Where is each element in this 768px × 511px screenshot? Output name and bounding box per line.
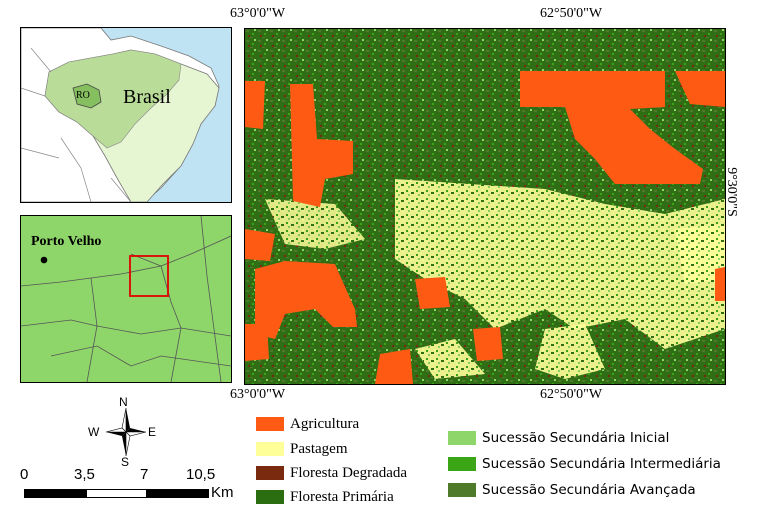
scale-unit: Km xyxy=(211,484,234,501)
legend-label: Sucessão Secundária Inicial xyxy=(482,430,670,446)
legend-swatch xyxy=(256,490,284,504)
inset-south-america: RO Brasil xyxy=(20,27,232,203)
country-label-brasil: Brasil xyxy=(123,86,171,108)
legend-label: Floresta Primária xyxy=(290,488,394,505)
compass-north: N xyxy=(119,395,128,409)
legend-label: Floresta Degradada xyxy=(290,464,408,481)
coord-top-left: 63°0'0"W xyxy=(230,6,286,21)
legend-item-sucessao-avancada: Sucessão Secundária Avançada xyxy=(448,481,696,499)
coord-top-right: 62°50'0"W xyxy=(540,6,603,21)
scale-tick-0: 0 xyxy=(20,466,29,483)
north-arrow xyxy=(105,407,147,457)
legend-item-floresta-primaria: Floresta Primária xyxy=(256,488,394,506)
city-marker xyxy=(40,256,48,264)
compass-east: E xyxy=(148,425,157,439)
region-map xyxy=(21,216,231,382)
scale-tick-3: 10,5 xyxy=(186,466,216,483)
legend-label: Sucessão Secundária Avançada xyxy=(482,482,696,498)
legend-label: Agricultura xyxy=(290,415,360,432)
legend-item-sucessao-inicial: Sucessão Secundária Inicial xyxy=(448,429,669,447)
legend-item-agricultura: Agricultura xyxy=(256,415,359,433)
legend-swatch xyxy=(256,417,284,431)
scale-bar xyxy=(24,489,209,498)
legend-swatch xyxy=(448,483,476,497)
land-cover-map xyxy=(244,28,726,385)
south-america-map xyxy=(21,28,220,202)
legend-item-pastagem: Pastagem xyxy=(256,440,348,458)
compass-south: S xyxy=(121,455,130,469)
scale-tick-2: 7 xyxy=(140,466,149,483)
legend-swatch xyxy=(256,442,284,456)
coord-bottom-right: 62°50'0"W xyxy=(540,387,603,402)
legend-item-floresta-degradada: Floresta Degradada xyxy=(256,464,407,482)
land-cover-raster xyxy=(245,29,725,384)
inset-porto-velho: Porto Velho xyxy=(20,215,232,383)
state-label-ro: RO xyxy=(76,90,90,101)
compass-west: W xyxy=(88,425,100,439)
coord-bottom-left: 63°0'0"W xyxy=(230,387,286,402)
study-area-box xyxy=(129,255,169,297)
legend-swatch xyxy=(448,457,476,471)
legend-label: Pastagem xyxy=(290,440,348,457)
legend-item-sucessao-intermediaria: Sucessão Secundária Intermediária xyxy=(448,455,721,473)
legend-swatch xyxy=(448,431,476,445)
scale-tick-1: 3,5 xyxy=(74,466,95,483)
legend-swatch xyxy=(256,466,284,480)
city-label-porto-velho: Porto Velho xyxy=(31,234,102,249)
legend-label: Sucessão Secundária Intermediária xyxy=(482,456,721,472)
